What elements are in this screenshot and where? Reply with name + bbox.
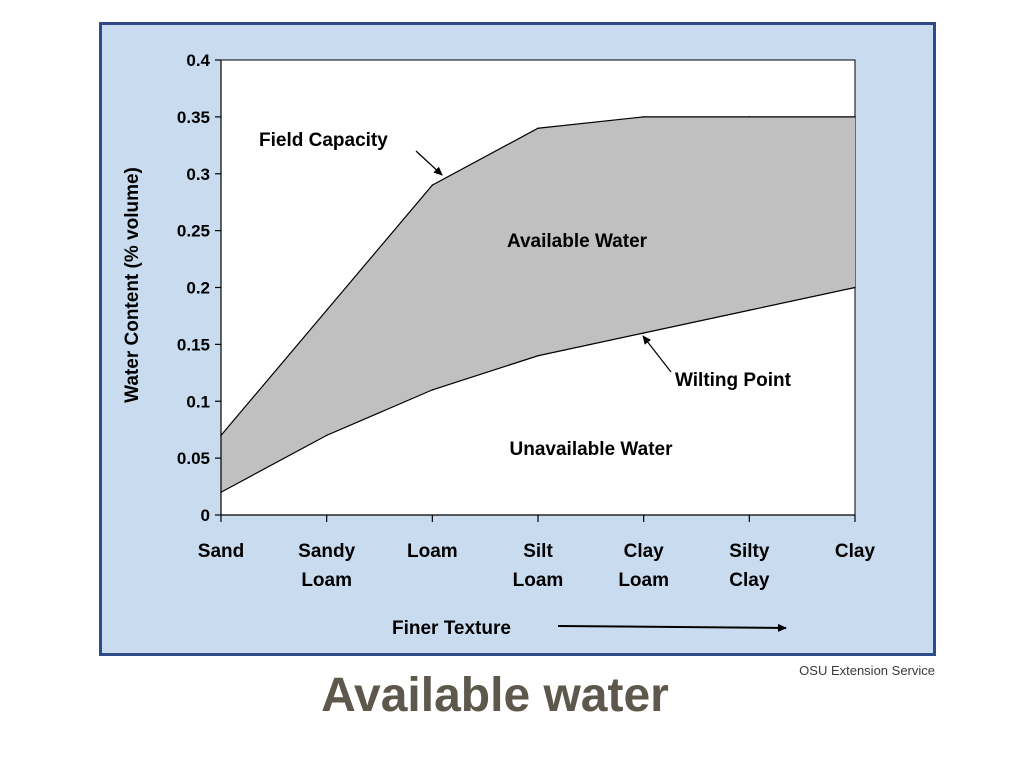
field-capacity-point [431,184,434,186]
wilting-point-point [537,354,539,357]
wilting-point-point [325,434,328,437]
x-category-label: Sandy [298,541,355,562]
chart-svg: 0 0.05 0.1 0.15 0.2 0.25 0.3 0.35 0.4 Sand Sandy Lo… [122,51,876,639]
field-capacity-point [854,116,856,118]
wilting-point-point [854,286,856,289]
wilting-point-point [642,332,645,334]
x-category-label: Clay [729,570,770,591]
field-capacity-arrow [415,150,443,176]
y-tick-label: 0.1 [186,392,210,411]
wilting-point-label: Wilting Point [675,370,792,391]
chart-frame: 0 0.05 0.1 0.15 0.2 0.25 0.3 0.35 0.4 Sand Sandy Lo… [99,22,936,656]
source-credit: OSU Extension Service [799,663,935,678]
x-category-label: Sand [198,541,244,562]
x-category-label: Silty [729,541,770,562]
y-tick-label: 0.3 [186,165,210,184]
available-water-label: Available Water [507,231,648,252]
y-axis-title: Water Content (% volume) [122,167,143,403]
x-category-label: Loam [407,541,458,562]
wilting-point-arrow [642,335,672,373]
x-category-label: Loam [618,570,669,591]
wilting-point-point [431,389,434,391]
available-water-band [221,116,855,493]
x-category-label: Loam [301,570,352,591]
field-capacity-point [325,309,328,312]
wilting-point-point [748,309,751,312]
finer-texture-label: Finer Texture [392,618,511,639]
unavailable-water-label: Unavailable Water [510,439,674,460]
slide-title: Available water [321,669,669,722]
y-tick-label: 0.15 [177,335,210,354]
y-tick-label: 0.2 [186,279,210,298]
y-tick-label: 0.35 [177,108,210,127]
field-capacity-point [748,116,751,118]
field-capacity-label: Field Capacity [259,130,388,151]
y-tick-label: 0.4 [186,51,210,70]
field-capacity-point [537,127,539,130]
field-capacity-point [642,116,645,118]
y-tick-label: 0 [201,506,210,525]
y-tick-label: 0.25 [177,222,210,241]
x-category-label: Clay [624,541,665,562]
finer-texture-arrow [557,623,787,632]
x-category-label: Clay [835,541,876,562]
y-tick-label: 0.05 [177,449,210,468]
x-category-label: Silt [523,541,553,562]
x-category-label: Loam [513,570,564,591]
